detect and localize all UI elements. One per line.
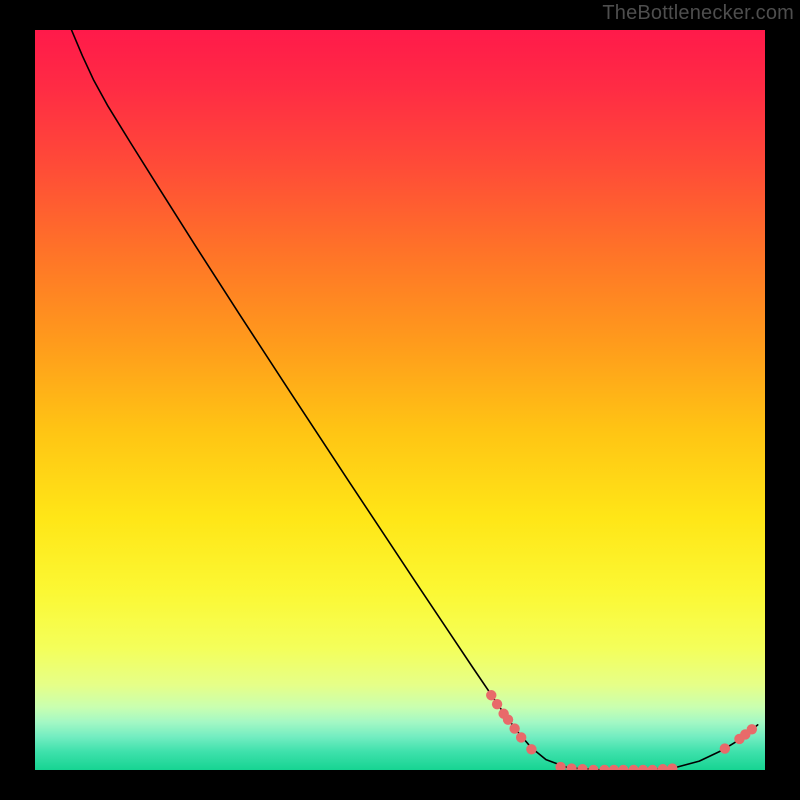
marker-point bbox=[526, 744, 536, 754]
marker-point bbox=[509, 723, 519, 733]
marker-point bbox=[486, 690, 496, 700]
marker-point bbox=[492, 699, 502, 709]
chart-svg bbox=[35, 30, 765, 770]
plot-area bbox=[35, 30, 765, 770]
marker-point bbox=[720, 743, 730, 753]
watermark-text: TheBottlenecker.com bbox=[602, 2, 794, 25]
chart-container: TheBottlenecker.com bbox=[0, 0, 800, 800]
marker-point bbox=[747, 724, 757, 734]
plot-background bbox=[35, 30, 765, 770]
marker-point bbox=[516, 732, 526, 742]
marker-point bbox=[503, 714, 513, 724]
